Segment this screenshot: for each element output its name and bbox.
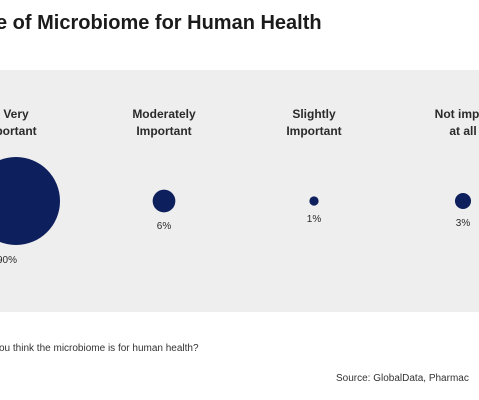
value-label-slightly-important: 1%	[306, 214, 322, 225]
value-label-not-important: 3%	[455, 218, 471, 229]
source-note: Source: GlobalData, Pharmac	[336, 373, 469, 384]
value-label-very-important: 90%	[0, 255, 17, 266]
category-label-moderately-important: Moderately Important	[132, 107, 196, 138]
category-label-very-important: Very portant	[0, 107, 37, 138]
bubble-not-important	[454, 192, 472, 210]
bubble-very-important	[0, 157, 60, 245]
category-label-slightly-important: Slightly Important	[286, 107, 342, 138]
chart-title: e of Microbiome for Human Health	[0, 12, 322, 34]
category-label-not-important: Not impor at all	[434, 107, 479, 138]
bubble-moderately-important	[152, 189, 176, 213]
bubble-slightly-important	[309, 196, 319, 206]
chart-panel	[0, 70, 479, 312]
value-label-moderately-important: 6%	[156, 221, 172, 232]
survey-question: you think the microbiome is for human he…	[0, 343, 199, 354]
